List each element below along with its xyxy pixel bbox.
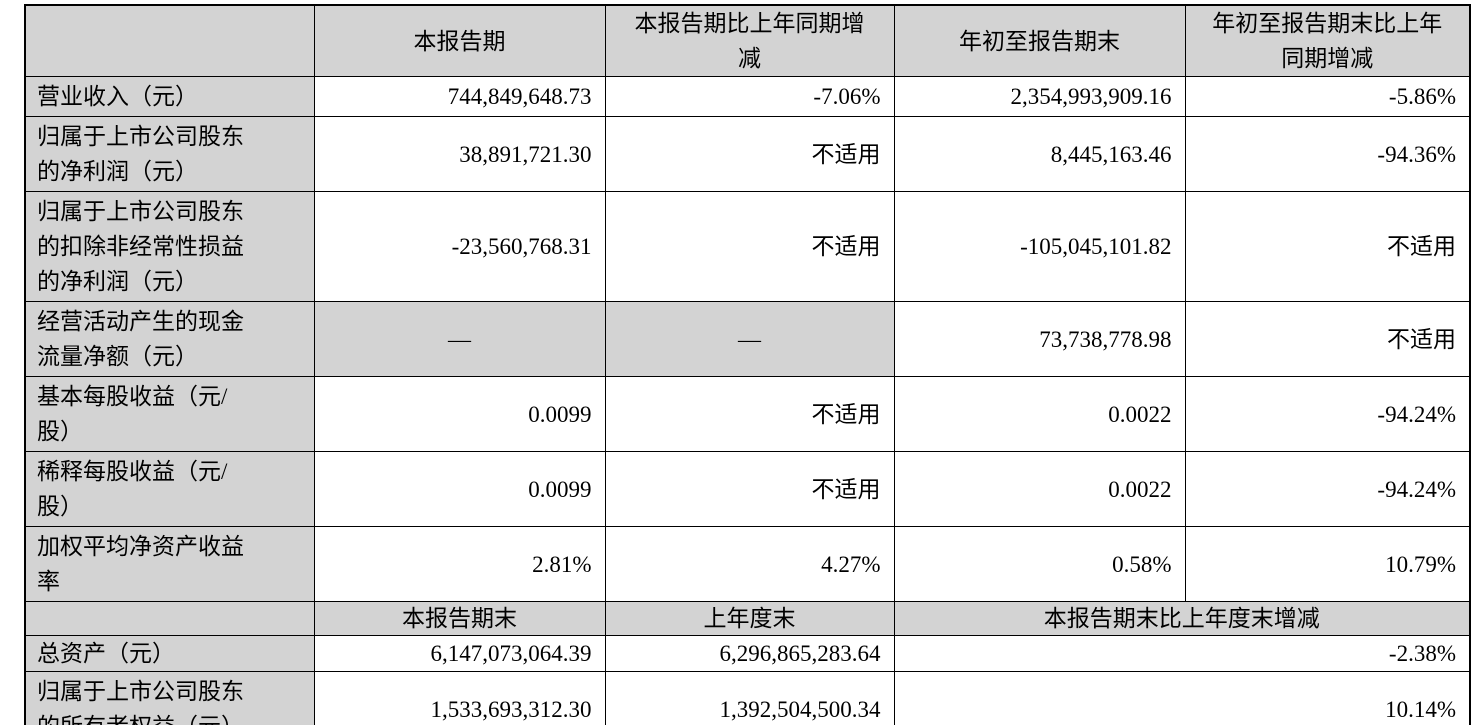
- cell-ytd: 2,354,993,909.16: [893, 76, 1186, 117]
- row-label: 归属于上市公司股东的扣除非经常性损益的净利润（元）: [24, 191, 315, 302]
- row-label: 稀释每股收益（元/股）: [24, 451, 315, 527]
- row-label: 归属于上市公司股东的净利润（元）: [24, 116, 315, 192]
- subheader-end-of-period: 本报告期末: [313, 601, 606, 636]
- row-label: 基本每股收益（元/股）: [24, 376, 315, 452]
- cell-current-period: 2.81%: [313, 526, 606, 602]
- cell-ytd-yoy-change: -94.24%: [1184, 376, 1471, 452]
- row-label: 归属于上市公司股东的所有者权益（元）: [24, 671, 315, 725]
- cell-ytd-yoy-change: 10.79%: [1184, 526, 1471, 602]
- row-label: 经营活动产生的现金流量净额（元）: [24, 301, 315, 377]
- table-row-operating-cash-flow: 经营活动产生的现金流量净额（元） — — 73,738,778.98 不适用: [24, 301, 1471, 377]
- header-yoy-change: 本报告期比上年同期增减: [604, 4, 895, 77]
- cell-yoy-change: 不适用: [604, 451, 895, 527]
- cell-ytd-yoy-change: 不适用: [1184, 191, 1471, 302]
- cell-current-period: 0.0099: [313, 451, 606, 527]
- table-row-weighted-avg-roe: 加权平均净资产收益率 2.81% 4.27% 0.58% 10.79%: [24, 526, 1471, 602]
- cell-change: 10.14%: [893, 671, 1471, 725]
- table-row-owners-equity: 归属于上市公司股东的所有者权益（元） 1,533,693,312.30 1,39…: [24, 671, 1471, 725]
- cell-end-of-prior-year: 1,392,504,500.34: [604, 671, 895, 725]
- subheader-empty-cell: [24, 601, 315, 636]
- table-row-net-profit-excl-nonrecurring: 归属于上市公司股东的扣除非经常性损益的净利润（元） -23,560,768.31…: [24, 191, 1471, 302]
- cell-end-of-period: 6,147,073,064.39: [313, 635, 606, 672]
- table-row-basic-eps: 基本每股收益（元/股） 0.0099 不适用 0.0022 -94.24%: [24, 376, 1471, 452]
- table-row-net-profit: 归属于上市公司股东的净利润（元） 38,891,721.30 不适用 8,445…: [24, 116, 1471, 192]
- cell-current-period: 0.0099: [313, 376, 606, 452]
- header-row: 本报告期 本报告期比上年同期增减 年初至报告期末 年初至报告期末比上年同期增减: [24, 4, 1471, 77]
- cell-end-of-prior-year: 6,296,865,283.64: [604, 635, 895, 672]
- cell-ytd-yoy-change: -94.24%: [1184, 451, 1471, 527]
- cell-ytd: 73,738,778.98: [893, 301, 1186, 377]
- cell-current-period: 38,891,721.30: [313, 116, 606, 192]
- header-current-period: 本报告期: [313, 4, 606, 77]
- cell-ytd: -105,045,101.82: [893, 191, 1186, 302]
- cell-ytd: 0.0022: [893, 376, 1186, 452]
- cell-change: -2.38%: [893, 635, 1471, 672]
- table-row-total-assets: 总资产（元） 6,147,073,064.39 6,296,865,283.64…: [24, 635, 1471, 672]
- row-label: 加权平均净资产收益率: [24, 526, 315, 602]
- header-ytd: 年初至报告期末: [893, 4, 1186, 77]
- cell-current-period: 744,849,648.73: [313, 76, 606, 117]
- cell-ytd: 0.0022: [893, 451, 1186, 527]
- header-ytd-yoy-change: 年初至报告期末比上年同期增减: [1184, 4, 1471, 77]
- cell-yoy-change: -7.06%: [604, 76, 895, 117]
- row-label: 营业收入（元）: [24, 76, 315, 117]
- row-label: 总资产（元）: [24, 635, 315, 672]
- subheader-change: 本报告期末比上年度末增减: [893, 601, 1471, 636]
- cell-ytd: 0.58%: [893, 526, 1186, 602]
- cell-end-of-period: 1,533,693,312.30: [313, 671, 606, 725]
- cell-yoy-change: 不适用: [604, 116, 895, 192]
- header-empty-cell: [24, 4, 315, 77]
- financial-summary-table: 本报告期 本报告期比上年同期增减 年初至报告期末 年初至报告期末比上年同期增减 …: [24, 4, 1471, 725]
- cell-ytd-yoy-change: 不适用: [1184, 301, 1471, 377]
- table-row-revenue: 营业收入（元） 744,849,648.73 -7.06% 2,354,993,…: [24, 76, 1471, 117]
- cell-yoy-change: 不适用: [604, 376, 895, 452]
- cell-yoy-change: 不适用: [604, 191, 895, 302]
- subheader-end-of-prior-year: 上年度末: [604, 601, 895, 636]
- cell-yoy-change: 4.27%: [604, 526, 895, 602]
- subheader-row: 本报告期末 上年度末 本报告期末比上年度末增减: [24, 601, 1471, 636]
- cell-ytd-yoy-change: -5.86%: [1184, 76, 1471, 117]
- cell-yoy-change-dash: —: [604, 301, 895, 377]
- cell-current-period: -23,560,768.31: [313, 191, 606, 302]
- cell-current-period-dash: —: [313, 301, 606, 377]
- cell-ytd-yoy-change: -94.36%: [1184, 116, 1471, 192]
- cell-ytd: 8,445,163.46: [893, 116, 1186, 192]
- table-row-diluted-eps: 稀释每股收益（元/股） 0.0099 不适用 0.0022 -94.24%: [24, 451, 1471, 527]
